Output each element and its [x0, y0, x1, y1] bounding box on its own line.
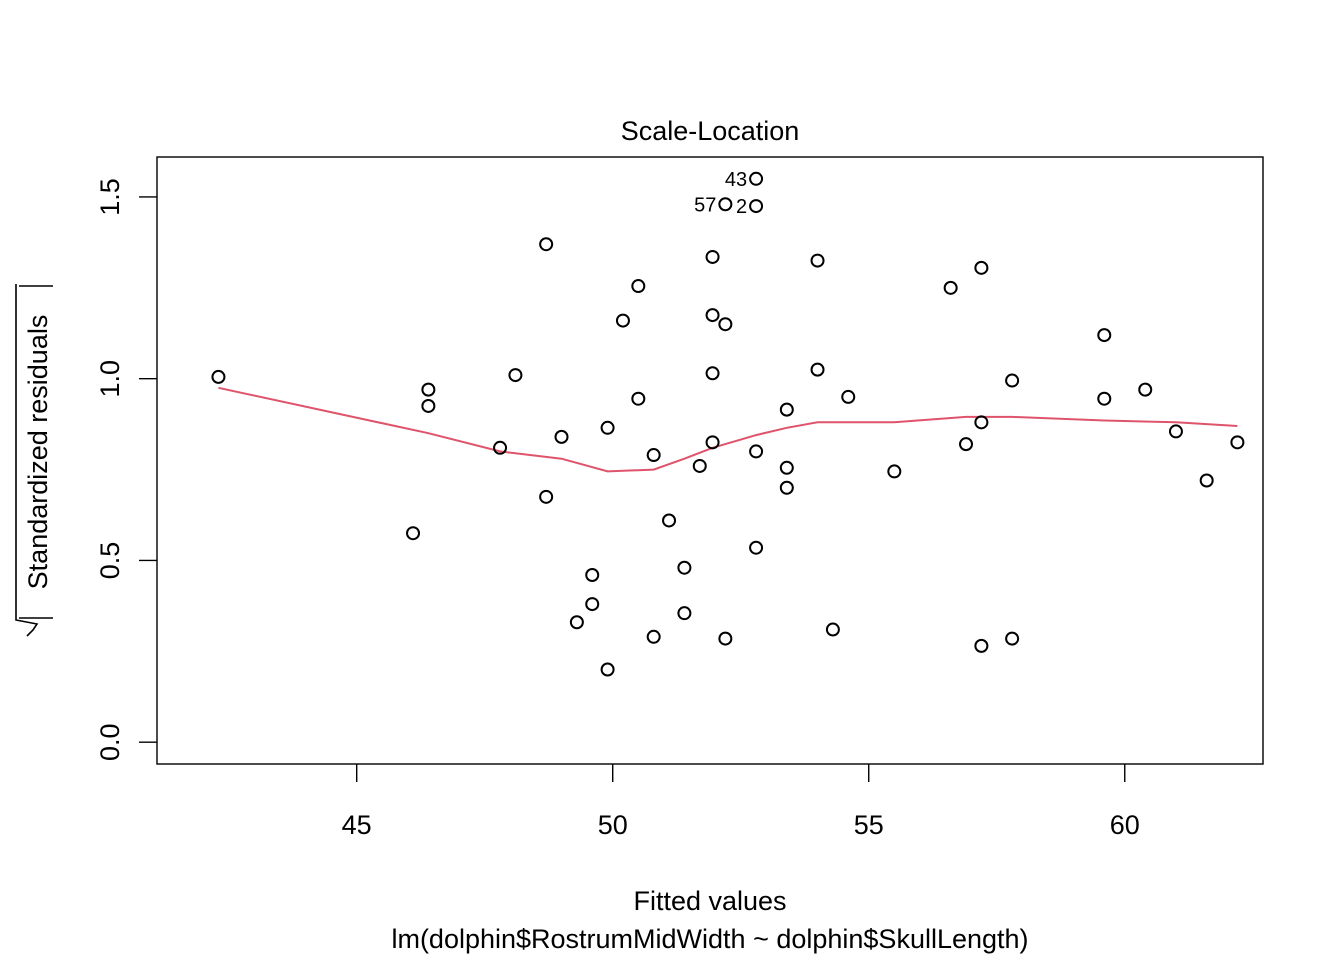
y-axis: 0.0 0.5 1.0 1.5	[95, 178, 157, 761]
data-point	[600, 662, 615, 677]
data-point	[779, 460, 794, 475]
y-tick-label: 1.0	[95, 360, 125, 398]
data-point	[1230, 435, 1245, 450]
y-tick-label: 1.5	[95, 178, 125, 216]
data-point	[705, 249, 720, 264]
data-point	[1199, 473, 1214, 488]
x-axis: 45 50 55 60	[342, 764, 1140, 840]
data-point	[1168, 424, 1183, 439]
data-point	[1005, 631, 1020, 646]
smoother-layer	[218, 386, 1238, 473]
data-point	[615, 313, 630, 328]
data-point	[779, 402, 794, 417]
data-point	[974, 415, 989, 430]
data-point	[585, 567, 600, 582]
data-point	[749, 444, 764, 459]
data-point	[692, 458, 707, 473]
data-point	[749, 171, 764, 186]
data-point	[887, 464, 902, 479]
y-tick-label: 0.0	[95, 723, 125, 761]
loess-smoother-line	[218, 386, 1238, 473]
data-point	[508, 368, 523, 383]
data-point	[554, 429, 569, 444]
data-point	[718, 317, 733, 332]
point-label: 2	[736, 196, 747, 218]
data-point	[646, 448, 661, 463]
data-point	[779, 480, 794, 495]
data-point	[1097, 328, 1112, 343]
data-point	[646, 629, 661, 644]
sqrt-radical-icon	[15, 284, 39, 637]
data-point	[841, 389, 856, 404]
data-point	[705, 435, 720, 450]
y-tick-label: 0.5	[95, 542, 125, 580]
x-tick-label: 60	[1110, 810, 1140, 840]
data-point	[974, 260, 989, 275]
data-point	[211, 369, 226, 384]
data-point	[974, 638, 989, 653]
data-point	[600, 420, 615, 435]
data-point	[825, 622, 840, 637]
y-axis-label-group: Standardized residuals	[15, 284, 53, 637]
data-point	[810, 253, 825, 268]
points-layer	[211, 171, 1245, 677]
data-point	[539, 237, 554, 252]
data-point	[677, 560, 692, 575]
data-point	[585, 597, 600, 612]
data-point	[421, 382, 436, 397]
data-point	[1097, 391, 1112, 406]
point-label: 57	[694, 194, 716, 216]
data-point	[406, 526, 421, 541]
data-point	[749, 540, 764, 555]
data-point	[705, 366, 720, 381]
data-point	[631, 279, 646, 294]
data-point	[493, 440, 508, 455]
data-point	[631, 391, 646, 406]
data-point	[539, 489, 554, 504]
data-point	[718, 631, 733, 646]
data-point	[810, 362, 825, 377]
x-axis-sublabel: lm(dolphin$RostrumMidWidth ~ dolphin$Sku…	[391, 924, 1028, 954]
data-point	[1138, 382, 1153, 397]
data-point	[959, 437, 974, 452]
x-tick-label: 50	[598, 810, 628, 840]
data-point	[421, 398, 436, 413]
data-point	[749, 199, 764, 214]
data-point	[718, 197, 733, 212]
plot-frame	[156, 156, 1264, 765]
data-point	[677, 606, 692, 621]
data-point	[1005, 373, 1020, 388]
chart-title: Scale-Location	[621, 116, 800, 146]
x-axis-label: Fitted values	[633, 886, 786, 916]
point-labels-layer: 57 43 2	[694, 169, 747, 218]
point-label: 43	[725, 169, 747, 191]
data-point	[943, 280, 958, 295]
y-axis-label: Standardized residuals	[23, 315, 53, 590]
data-point	[569, 615, 584, 630]
x-tick-label: 45	[342, 810, 372, 840]
x-tick-label: 55	[854, 810, 884, 840]
data-point	[662, 513, 677, 528]
data-point	[705, 308, 720, 323]
